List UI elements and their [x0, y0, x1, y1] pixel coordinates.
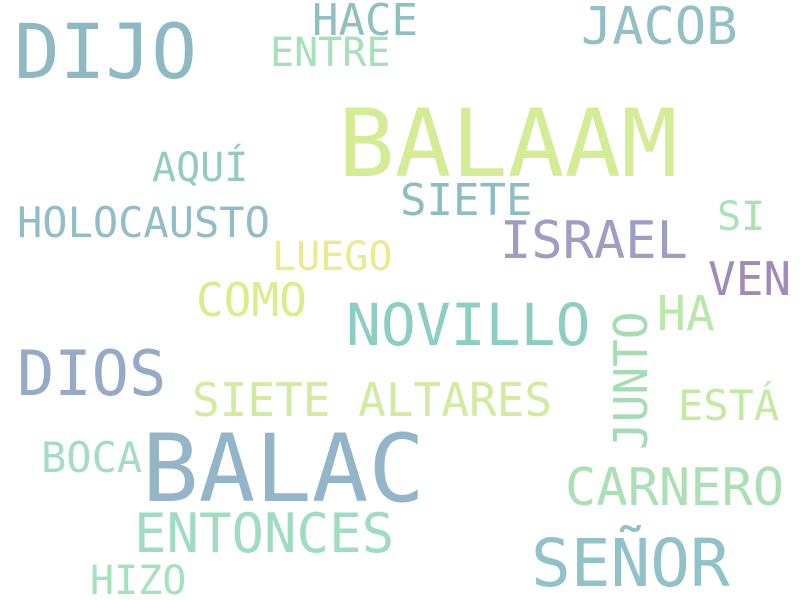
word-hizo: HIZO	[90, 558, 187, 600]
word-balac: BALAC	[142, 415, 425, 524]
word-entonces: ENTONCES	[134, 502, 395, 565]
word-dios: DIOS	[17, 337, 167, 410]
word-aqui: AQUÍ	[152, 145, 249, 191]
word-siete: SIETE	[400, 175, 533, 226]
word-luego: LUEGO	[272, 234, 393, 280]
word-israel: ISRAEL	[500, 211, 688, 271]
word-boca: BOCA	[41, 433, 143, 482]
word-carnero: CARNERO	[565, 458, 785, 518]
word-novillo: NOVILLO	[346, 291, 591, 359]
word-ha: HA	[657, 286, 715, 342]
word-dijo: DIJO	[14, 7, 198, 96]
word-jacob: JACOB	[581, 0, 738, 57]
word-junto: JUNTO	[604, 311, 658, 450]
word-senor: SEÑOR	[531, 525, 730, 600]
word-hace: HACE	[312, 0, 418, 46]
word-siete-altares: SIETE ALTARES	[192, 373, 553, 427]
word-entre: ENTRE	[270, 30, 391, 76]
word-esta: ESTÁ	[678, 381, 780, 430]
word-como: COMO	[196, 273, 307, 327]
word-holocausto: HOLOCAUSTO	[17, 198, 270, 247]
word-si: SI	[717, 194, 766, 240]
word-balaam: BALAAM	[338, 90, 678, 199]
word-ven: VEN	[708, 252, 792, 306]
